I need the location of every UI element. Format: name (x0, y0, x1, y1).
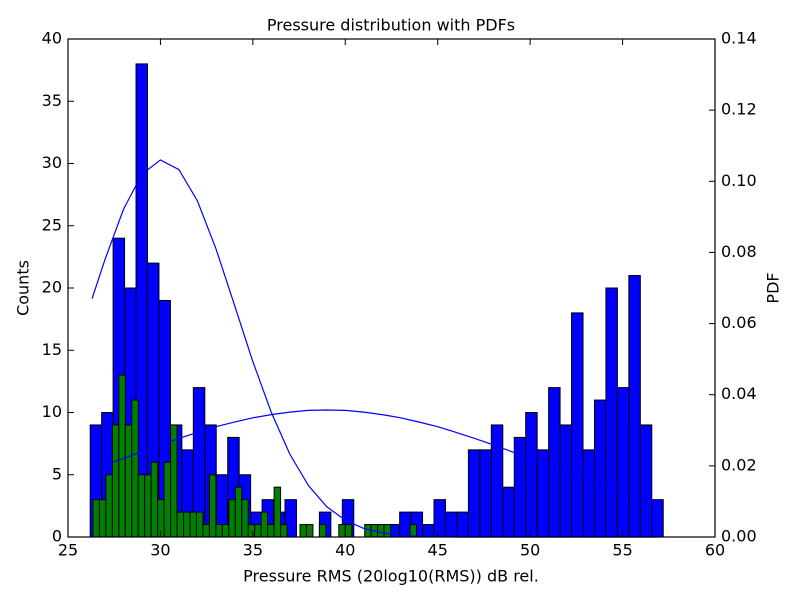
histogram-bar (559, 424, 573, 538)
histogram-bar (456, 511, 469, 538)
histogram-bar (525, 412, 538, 538)
histogram-bar (433, 499, 446, 538)
y2-tick-label: 0.06 (721, 313, 757, 332)
histogram-bar (639, 424, 653, 538)
x-axis-label: Pressure RMS (20log10(RMS)) dB rel. (243, 567, 539, 586)
histogram-bar (364, 524, 372, 538)
histogram-bar (105, 474, 113, 538)
histogram-bar (92, 499, 100, 538)
histogram-bar (170, 424, 178, 538)
y-tick-label: 25 (42, 215, 62, 234)
histogram-bar (344, 524, 353, 538)
histogram-bar (131, 399, 139, 538)
histogram-bar (628, 275, 641, 538)
y-tick-label: 20 (42, 278, 62, 297)
x-tick-label: 40 (335, 541, 355, 560)
histogram-bar (318, 524, 327, 538)
histogram-bar (502, 486, 515, 538)
histogram-bar (176, 511, 185, 538)
histogram-bar (202, 524, 210, 538)
histogram-bar (267, 524, 275, 538)
histogram-bar (163, 461, 172, 538)
y2-tick-label: 0.04 (721, 384, 757, 403)
chart-title: Pressure distribution with PDFs (267, 16, 515, 35)
histogram-bar (118, 374, 126, 538)
y-tick-label: 30 (42, 153, 62, 172)
x-tick-label: 30 (150, 541, 170, 560)
histogram-bar (383, 524, 392, 538)
histogram-bar (548, 387, 561, 538)
y2-axis-label: PDF (764, 272, 783, 303)
histogram-bar (479, 449, 492, 538)
histogram-bar (228, 499, 236, 538)
y2-tick-label: 0.08 (721, 242, 757, 261)
histogram-bar (299, 524, 307, 538)
y-tick-label: 35 (42, 91, 62, 110)
x-tick-label: 45 (428, 541, 448, 560)
histogram-bar (280, 524, 288, 538)
histogram-bar (513, 436, 527, 538)
x-tick-label: 55 (612, 541, 632, 560)
histogram-bar (377, 524, 385, 538)
histogram-bar (254, 524, 262, 538)
histogram-bar (98, 499, 107, 538)
histogram-bar (183, 511, 191, 538)
y-tick-label: 0 (52, 527, 62, 546)
histogram-bar (124, 424, 133, 538)
histogram-bar (399, 511, 412, 538)
histogram-bar (144, 474, 152, 538)
y-tick-label: 40 (42, 29, 62, 48)
y-tick-label: 5 (52, 464, 62, 483)
y2-tick-label: 0.02 (721, 455, 757, 474)
histogram-bar (111, 424, 120, 538)
histogram-bar (195, 511, 204, 538)
histogram-bar (467, 449, 481, 538)
histogram-bar (305, 524, 314, 538)
histogram-bar (241, 499, 249, 538)
histogram-bar (189, 511, 197, 538)
y2-tick-label: 0.14 (721, 29, 757, 48)
histogram-bar (605, 287, 618, 538)
x-tick-label: 50 (520, 541, 540, 560)
y-tick-label: 10 (42, 402, 62, 421)
histogram-bar (234, 486, 243, 538)
histogram-bar (571, 312, 584, 538)
y-axis-label: Counts (14, 260, 33, 316)
histogram-bar (422, 524, 435, 538)
histogram-bar (221, 524, 230, 538)
histogram-bar (593, 399, 607, 538)
y2-tick-label: 0.12 (721, 100, 757, 119)
histogram-bar (409, 524, 417, 538)
y2-tick-label: 0.10 (721, 171, 757, 190)
histogram-bar (260, 511, 269, 538)
histogram-bar (338, 524, 346, 538)
histogram-bar (215, 524, 223, 538)
histogram-bar (651, 499, 664, 538)
histogram-bar (616, 387, 630, 538)
histogram-bar (247, 524, 256, 538)
x-tick-label: 35 (243, 541, 263, 560)
x-tick-label: 25 (58, 541, 78, 560)
y-tick-label: 15 (42, 340, 62, 359)
x-tick-label: 60 (705, 541, 725, 560)
histogram-bar (490, 424, 504, 538)
histogram-bar (273, 486, 282, 538)
histogram-bar (150, 461, 159, 538)
histogram-bar (137, 474, 146, 538)
pdf-line (91, 409, 660, 503)
histogram-bar (444, 511, 458, 538)
histogram-bar (582, 449, 595, 538)
y2-tick-label: 0.00 (721, 527, 757, 546)
histogram-bar (208, 474, 217, 538)
